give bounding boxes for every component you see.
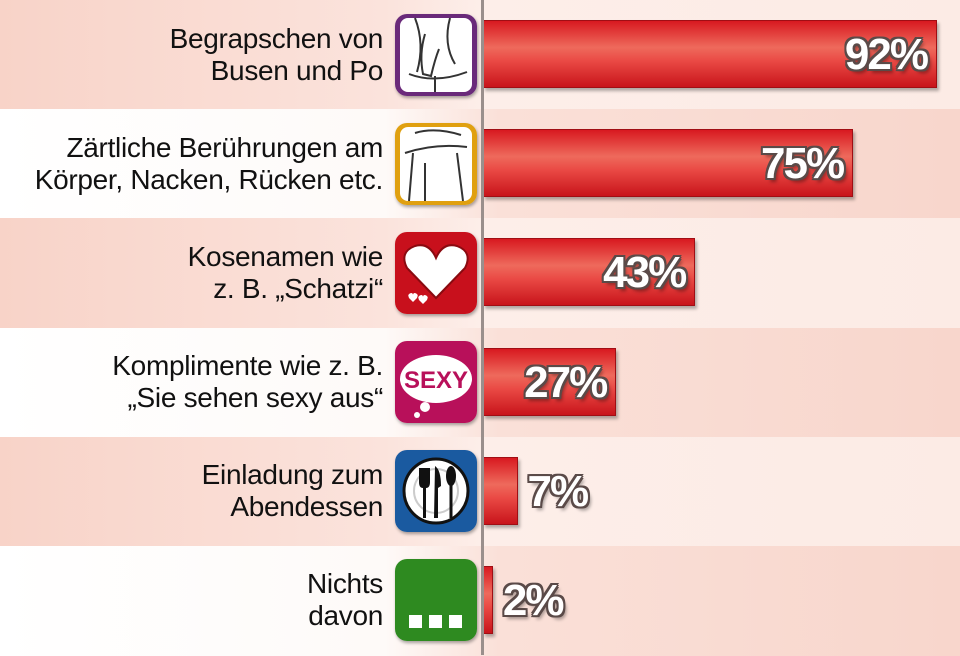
sexy-speech-bubble-icon: SEXY xyxy=(395,341,477,424)
bar xyxy=(483,20,937,88)
category-label: Begrapschen von Busen und Po xyxy=(3,22,384,87)
category-label-line: davon xyxy=(308,600,383,632)
category-label-line: Busen und Po xyxy=(210,54,384,86)
chart-row xyxy=(0,545,960,656)
ellipsis-icon xyxy=(395,559,477,642)
category-label: Zärtliche Berührungen am Körper, Nacken, … xyxy=(3,131,384,196)
bar xyxy=(483,347,617,416)
category-label-line: Kosenamen wie xyxy=(187,240,384,272)
value-label: 92% xyxy=(844,30,929,79)
category-label-line: Körper, Nacken, Rücken etc. xyxy=(34,163,384,195)
category-label-line: z. B. „Schatzi“ xyxy=(213,272,383,304)
category-label: Kosenamen wie z. B. „Schatzi“ xyxy=(3,240,384,305)
bar xyxy=(483,565,493,634)
category-label-line: Komplimente wie z. B. xyxy=(112,350,383,382)
embrace-shoulder-icon xyxy=(395,122,477,205)
axis-line xyxy=(481,0,484,655)
value-label: 2% xyxy=(502,575,565,625)
bar xyxy=(483,456,518,525)
category-label-line: Abendessen xyxy=(230,491,383,523)
chart-row xyxy=(0,327,960,438)
chart-row xyxy=(0,218,960,329)
category-label: Einladung zum Abendessen xyxy=(3,459,384,523)
category-label-line: Einladung zum xyxy=(201,459,384,491)
category-label-line: Begrapschen von xyxy=(169,22,384,54)
category-label-line: Zärtliche Berührungen am xyxy=(66,131,383,163)
value-label: 75% xyxy=(761,139,845,189)
category-label: Nichts davon xyxy=(3,568,383,632)
chart-row xyxy=(0,436,960,547)
value-label: 7% xyxy=(527,466,590,516)
bar xyxy=(483,238,696,307)
value-label: 43% xyxy=(603,248,687,298)
value-label: 27% xyxy=(524,357,608,407)
bar xyxy=(483,129,854,198)
cutlery-plate-icon xyxy=(395,450,477,533)
category-label: Komplimente wie z. B. „Sie sehen sexy aus… xyxy=(3,350,383,414)
heart-icon xyxy=(395,231,477,314)
hand-on-hip-icon xyxy=(395,13,477,96)
svg-text:SEXY: SEXY xyxy=(404,367,468,394)
category-label-line: „Sie sehen sexy aus“ xyxy=(127,382,384,414)
category-label-line: Nichts xyxy=(307,568,383,600)
